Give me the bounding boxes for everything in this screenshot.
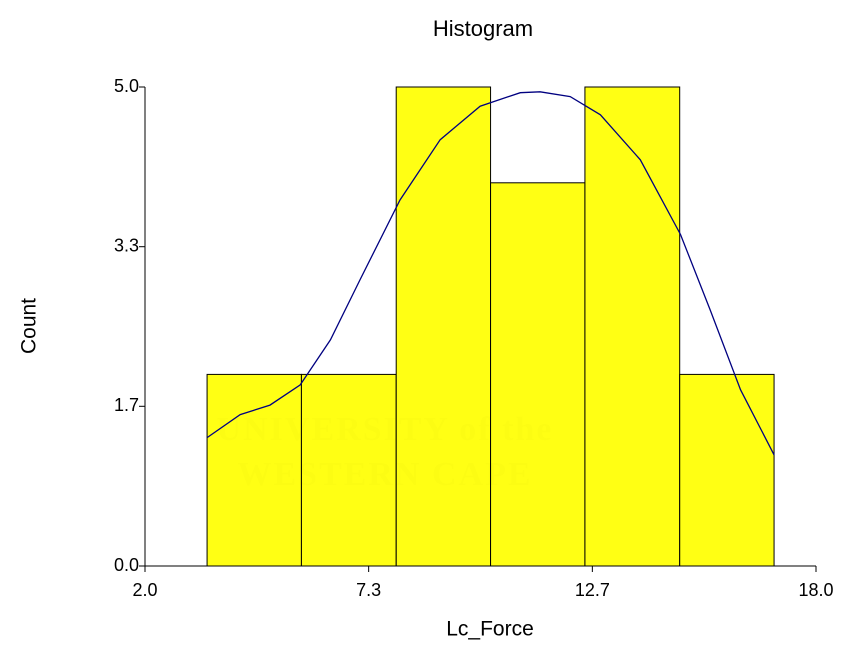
y-tick-label: 3.3 [114,235,139,255]
x-tick-label: 7.3 [356,580,381,600]
bar [396,87,490,566]
bar [491,183,585,566]
y-tick-label: 5.0 [114,76,139,96]
bar [207,374,301,566]
bar [585,87,680,566]
x-tick-label: 18.0 [798,580,833,600]
bar [301,374,396,566]
bar [680,374,774,566]
chart: Histogram Lc_Force Count UNIVERSITY of t… [0,0,845,645]
y-tick-label: 0.0 [114,555,139,575]
y-axis-label: Count [18,298,41,354]
x-axis-label: Lc_Force [446,618,534,641]
y-tick-label: 1.7 [114,395,139,415]
chart-title: Histogram [433,16,533,41]
x-tick-label: 2.0 [132,580,157,600]
x-tick-label: 12.7 [575,580,610,600]
